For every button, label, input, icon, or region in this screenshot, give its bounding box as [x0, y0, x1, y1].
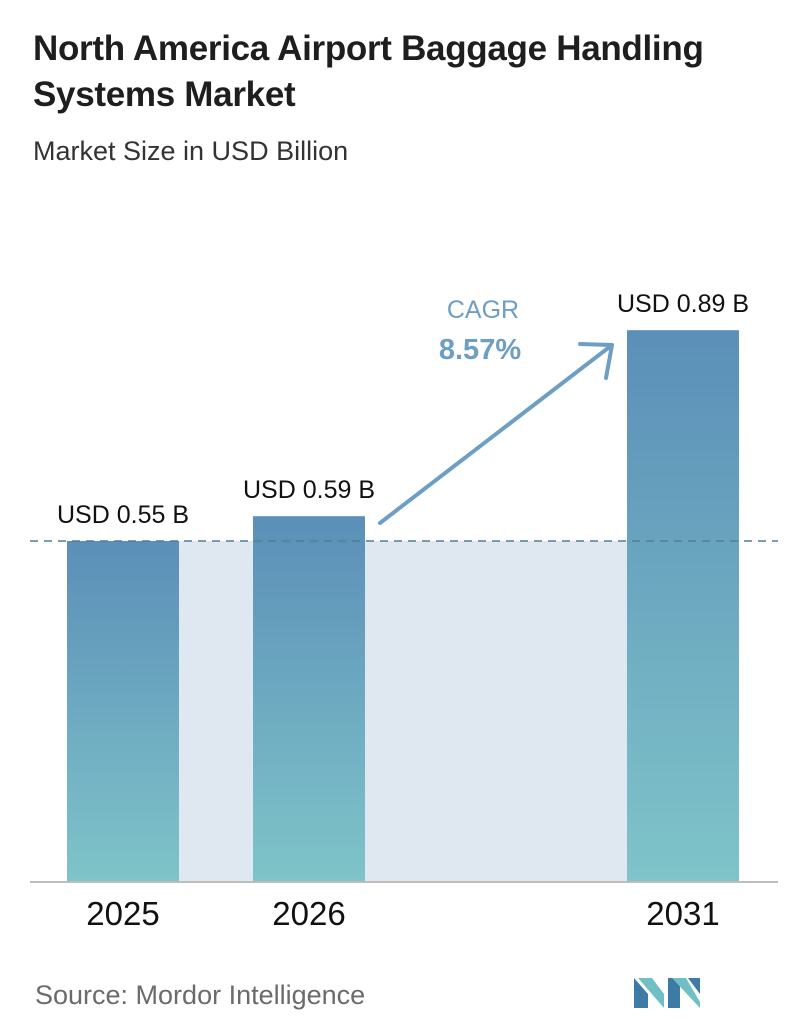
cagr-label: CAGR — [447, 296, 519, 324]
source-text: Source: Mordor Intelligence — [35, 980, 366, 1010]
cagr-value: 8.57% — [439, 334, 521, 366]
cagr-arrow — [378, 343, 614, 525]
mordor-logo-icon — [634, 978, 700, 1008]
category-label-2031: 2031 — [646, 895, 719, 932]
value-label-2026: USD 0.59 B — [243, 476, 375, 504]
bar-2025 — [67, 541, 179, 882]
bar-2026 — [253, 516, 365, 882]
value-label-2025: USD 0.55 B — [57, 501, 189, 529]
bar-chart: USD 0.55 B 2025 USD 0.59 B 2026 USD 0.89 B 20… — [30, 290, 778, 932]
category-label-2025: 2025 — [86, 895, 159, 932]
chart-title: North America Airport Baggage Handling S… — [33, 29, 704, 114]
bar-2031 — [627, 330, 739, 882]
category-label-2026: 2026 — [272, 895, 345, 932]
cagr-arrow-head — [578, 342, 614, 380]
chart-subtitle: Market Size in USD Billion — [33, 136, 349, 166]
value-label-2031: USD 0.89 B — [617, 290, 749, 318]
